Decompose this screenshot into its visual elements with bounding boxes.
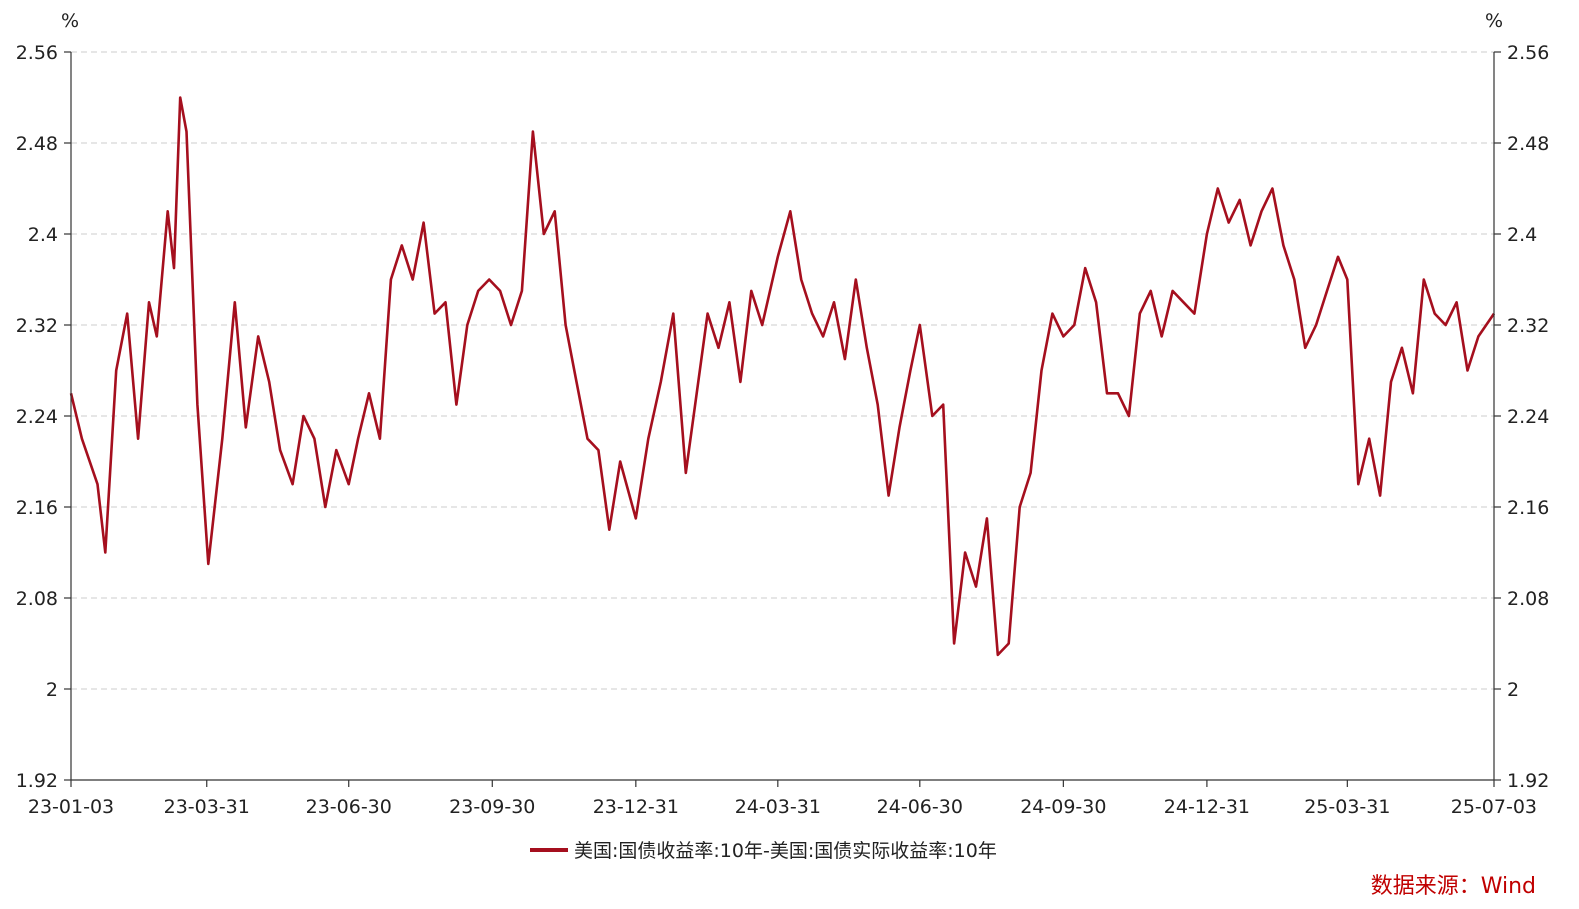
x-tick-label: 24-03-31 [735, 796, 821, 818]
series-layer [69, 96, 1496, 657]
x-tick-label: 23-03-31 [164, 796, 250, 818]
y-tick-label-left: 2.32 [16, 315, 58, 337]
y-axis-left-labels: 2.56 2.48 2.4 2.32 2.24 2.16 2.08 2 1.92 [16, 42, 58, 792]
series-line [69, 96, 1496, 657]
y-tick-label-left: 2.24 [16, 406, 58, 428]
y-tick-label-right: 2.08 [1507, 588, 1549, 610]
x-tick-label: 25-03-31 [1304, 796, 1390, 818]
y-tick-label-left: 1.92 [16, 770, 58, 792]
grid-layer [71, 51, 1494, 690]
y-tick-label-right: 2.24 [1507, 406, 1549, 428]
data-source-note: 数据来源：Wind [1370, 874, 1536, 899]
y-tick-label-right: 2.32 [1507, 315, 1549, 337]
y-axis-right-labels: 2.56 2.48 2.4 2.32 2.24 2.16 2.08 2 1.92 [1507, 42, 1549, 792]
x-tick-label: 24-12-31 [1164, 796, 1250, 818]
x-tick-label: 23-12-31 [593, 796, 679, 818]
legend-swatch [530, 847, 568, 852]
y-tick-label-left: 2.16 [16, 497, 58, 519]
y-tick-label-right: 2.16 [1507, 497, 1549, 519]
x-tick-label: 23-06-30 [306, 796, 392, 818]
x-tick-label: 25-07-03 [1451, 796, 1537, 818]
y-tick-label-left: 2.4 [28, 224, 58, 246]
y-tick-label-right: 2.48 [1507, 133, 1549, 155]
y-tick-label-right: 2.56 [1507, 42, 1549, 64]
x-tick-label: 24-09-30 [1020, 796, 1106, 818]
y-tick-label-right: 1.92 [1507, 770, 1549, 792]
y-tick-label-left: 2.48 [16, 133, 58, 155]
legend: 美国:国债收益率:10年-美国:国债实际收益率:10年 [530, 836, 997, 863]
x-axis-labels: 23-01-03 23-03-31 23-06-30 23-09-30 23-12-31… [28, 796, 1537, 818]
y-axis-left-unit: % [61, 10, 79, 32]
x-tick-label: 23-09-30 [449, 796, 535, 818]
y-tick-label-right: 2 [1507, 679, 1519, 701]
y-tick-label-left: 2 [46, 679, 58, 701]
axes-layer [64, 51, 1501, 787]
x-tick-label: 23-01-03 [28, 796, 114, 818]
y-tick-label-right: 2.4 [1507, 224, 1537, 246]
y-tick-label-left: 2.56 [16, 42, 58, 64]
legend-label: 美国:国债收益率:10年-美国:国债实际收益率:10年 [574, 840, 997, 862]
y-axis-right-unit: % [1485, 10, 1503, 32]
x-tick-label: 24-06-30 [877, 796, 963, 818]
y-tick-label-left: 2.08 [16, 588, 58, 610]
